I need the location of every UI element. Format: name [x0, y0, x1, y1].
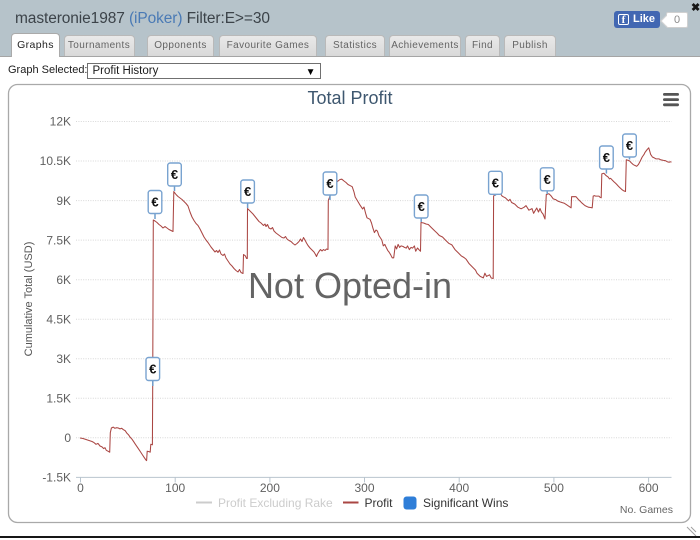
svg-text:€: €: [492, 175, 499, 190]
svg-text:€: €: [151, 195, 158, 210]
svg-text:0: 0: [64, 431, 71, 445]
svg-text:Total Profit: Total Profit: [307, 88, 392, 108]
svg-text:€: €: [171, 167, 178, 182]
svg-text:No. Games: No. Games: [620, 504, 673, 516]
svg-text:€: €: [603, 150, 610, 165]
svg-text:9K: 9K: [56, 194, 71, 208]
svg-text:12K: 12K: [50, 115, 71, 129]
svg-text:€: €: [626, 138, 633, 153]
svg-text:€: €: [418, 199, 425, 214]
svg-text:Cumulative Total (USD): Cumulative Total (USD): [23, 242, 35, 357]
svg-text:€: €: [544, 172, 551, 187]
svg-text:€: €: [244, 184, 251, 199]
svg-text:600: 600: [639, 481, 659, 495]
svg-text:500: 500: [544, 481, 564, 495]
svg-text:Profit: Profit: [365, 496, 394, 510]
svg-text:3K: 3K: [56, 352, 71, 366]
svg-text:100: 100: [165, 481, 185, 495]
svg-text:300: 300: [354, 481, 374, 495]
svg-text:7.5K: 7.5K: [46, 233, 71, 247]
svg-text:400: 400: [449, 481, 469, 495]
svg-text:Profit Excluding Rake: Profit Excluding Rake: [218, 496, 333, 510]
svg-text:4.5K: 4.5K: [46, 312, 71, 326]
svg-text:10.5K: 10.5K: [40, 154, 71, 168]
svg-text:1.5K: 1.5K: [46, 392, 71, 406]
svg-text:€: €: [149, 362, 156, 377]
svg-text:-1.5K: -1.5K: [42, 471, 71, 485]
svg-text:Significant Wins: Significant Wins: [423, 496, 508, 510]
svg-text:200: 200: [260, 481, 280, 495]
svg-text:Not Opted-in: Not Opted-in: [248, 265, 452, 306]
svg-text:€: €: [326, 176, 333, 191]
svg-text:6K: 6K: [56, 273, 71, 287]
svg-text:0: 0: [77, 481, 84, 495]
